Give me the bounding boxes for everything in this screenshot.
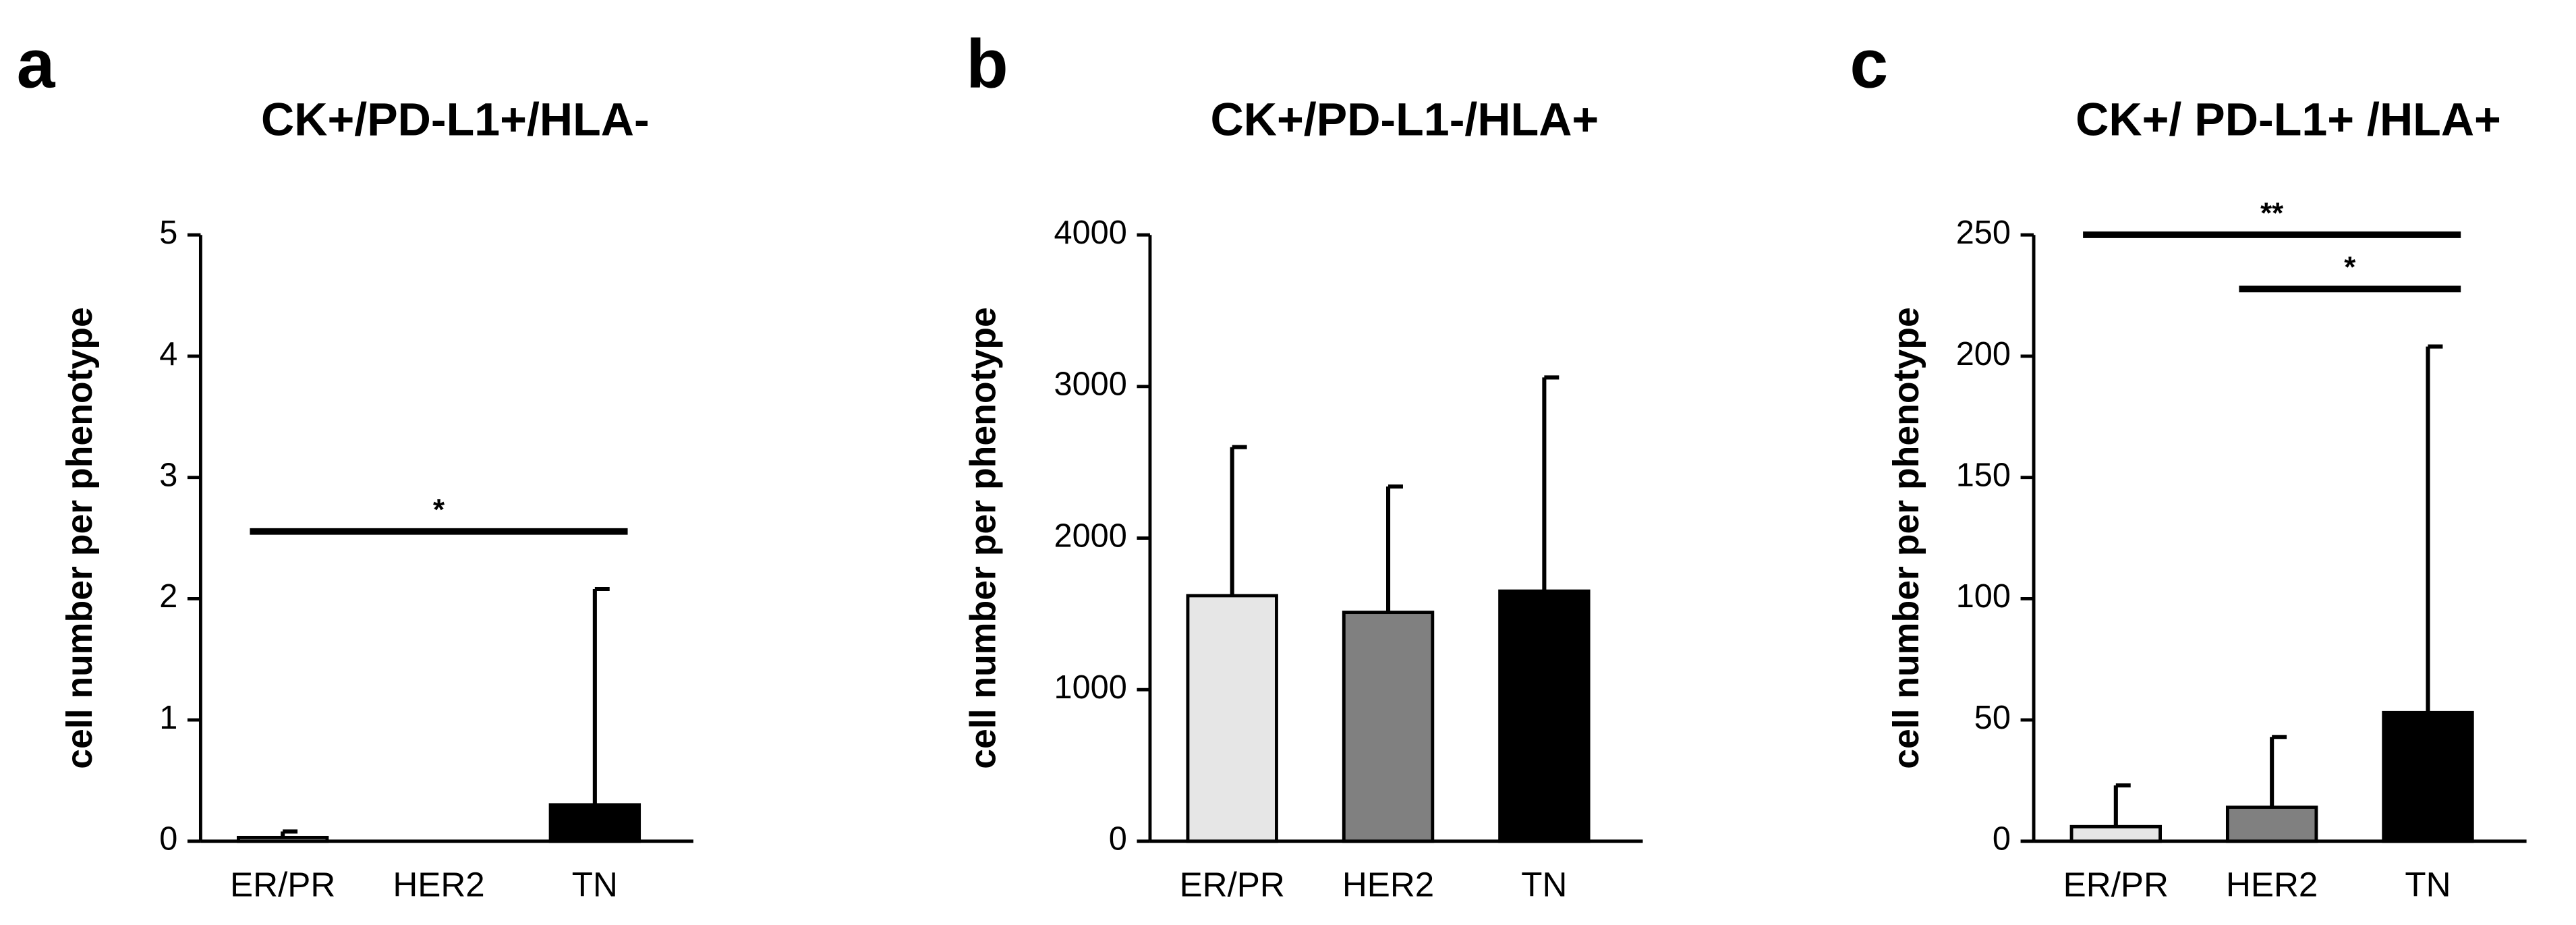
y-tick-label: 150 (1956, 457, 2011, 494)
panel: b CK+/PD-L1-/HLA+ cell number per phenotyp… (964, 24, 1643, 903)
y-axis-label: cell number per phenotype (1887, 307, 1926, 769)
y-tick-label: 2 (159, 578, 177, 615)
y-tick-label: 5 (159, 215, 177, 251)
x-tick-label: ER/PR (2063, 865, 2169, 903)
bar (548, 803, 641, 843)
y-axis-label: cell number per phenotype (60, 307, 100, 769)
panel: c CK+/ PD-L1+ /HLA+ cell number per phenot… (1850, 24, 2527, 903)
significance-label: ** (2260, 196, 2284, 229)
y-tick-label: 1000 (1054, 669, 1127, 706)
chart-title: CK+/PD-L1+/HLA- (261, 94, 650, 146)
bar (2225, 806, 2318, 843)
y-tick-label: 50 (1974, 700, 2011, 736)
y-tick-label: 4 (159, 336, 177, 372)
chart-title: CK+/PD-L1-/HLA+ (1211, 94, 1599, 146)
significance-label: * (433, 493, 445, 526)
y-tick-label: 1 (159, 700, 177, 736)
x-tick-label: TN (1521, 865, 1567, 903)
bar (1498, 589, 1591, 843)
y-tick-label: 0 (1109, 821, 1127, 858)
significance-label: * (2344, 251, 2356, 284)
x-tick-label: HER2 (1342, 865, 1434, 903)
y-tick-label: 200 (1956, 336, 2011, 372)
x-tick-label: TN (572, 865, 618, 903)
bar (2382, 710, 2474, 843)
y-tick-label: 3000 (1054, 366, 1127, 403)
bar (1342, 611, 1435, 843)
panel-label: a (17, 24, 56, 102)
y-tick-label: 0 (1993, 821, 2011, 858)
y-tick-label: 4000 (1054, 215, 1127, 251)
bar (236, 835, 329, 843)
bar (2069, 824, 2163, 843)
panel: a CK+/PD-L1+/HLA-cell number per phenotyp… (17, 24, 693, 903)
panel-label: b (966, 24, 1008, 102)
x-tick-label: ER/PR (1180, 865, 1285, 903)
x-tick-label: HER2 (393, 865, 484, 903)
y-tick-label: 250 (1956, 215, 2011, 251)
chart-title: CK+/ PD-L1+ /HLA+ (2076, 94, 2501, 146)
y-tick-label: 3 (159, 457, 177, 494)
y-tick-label: 100 (1956, 578, 2011, 615)
x-tick-label: TN (2405, 865, 2451, 903)
x-tick-label: ER/PR (230, 865, 335, 903)
bar (1186, 594, 1278, 843)
y-tick-label: 0 (159, 821, 177, 858)
y-tick-label: 2000 (1054, 517, 1127, 554)
panel-label: c (1850, 24, 1888, 102)
x-tick-label: HER2 (2226, 865, 2318, 903)
y-axis-label: cell number per phenotype (964, 307, 1004, 769)
